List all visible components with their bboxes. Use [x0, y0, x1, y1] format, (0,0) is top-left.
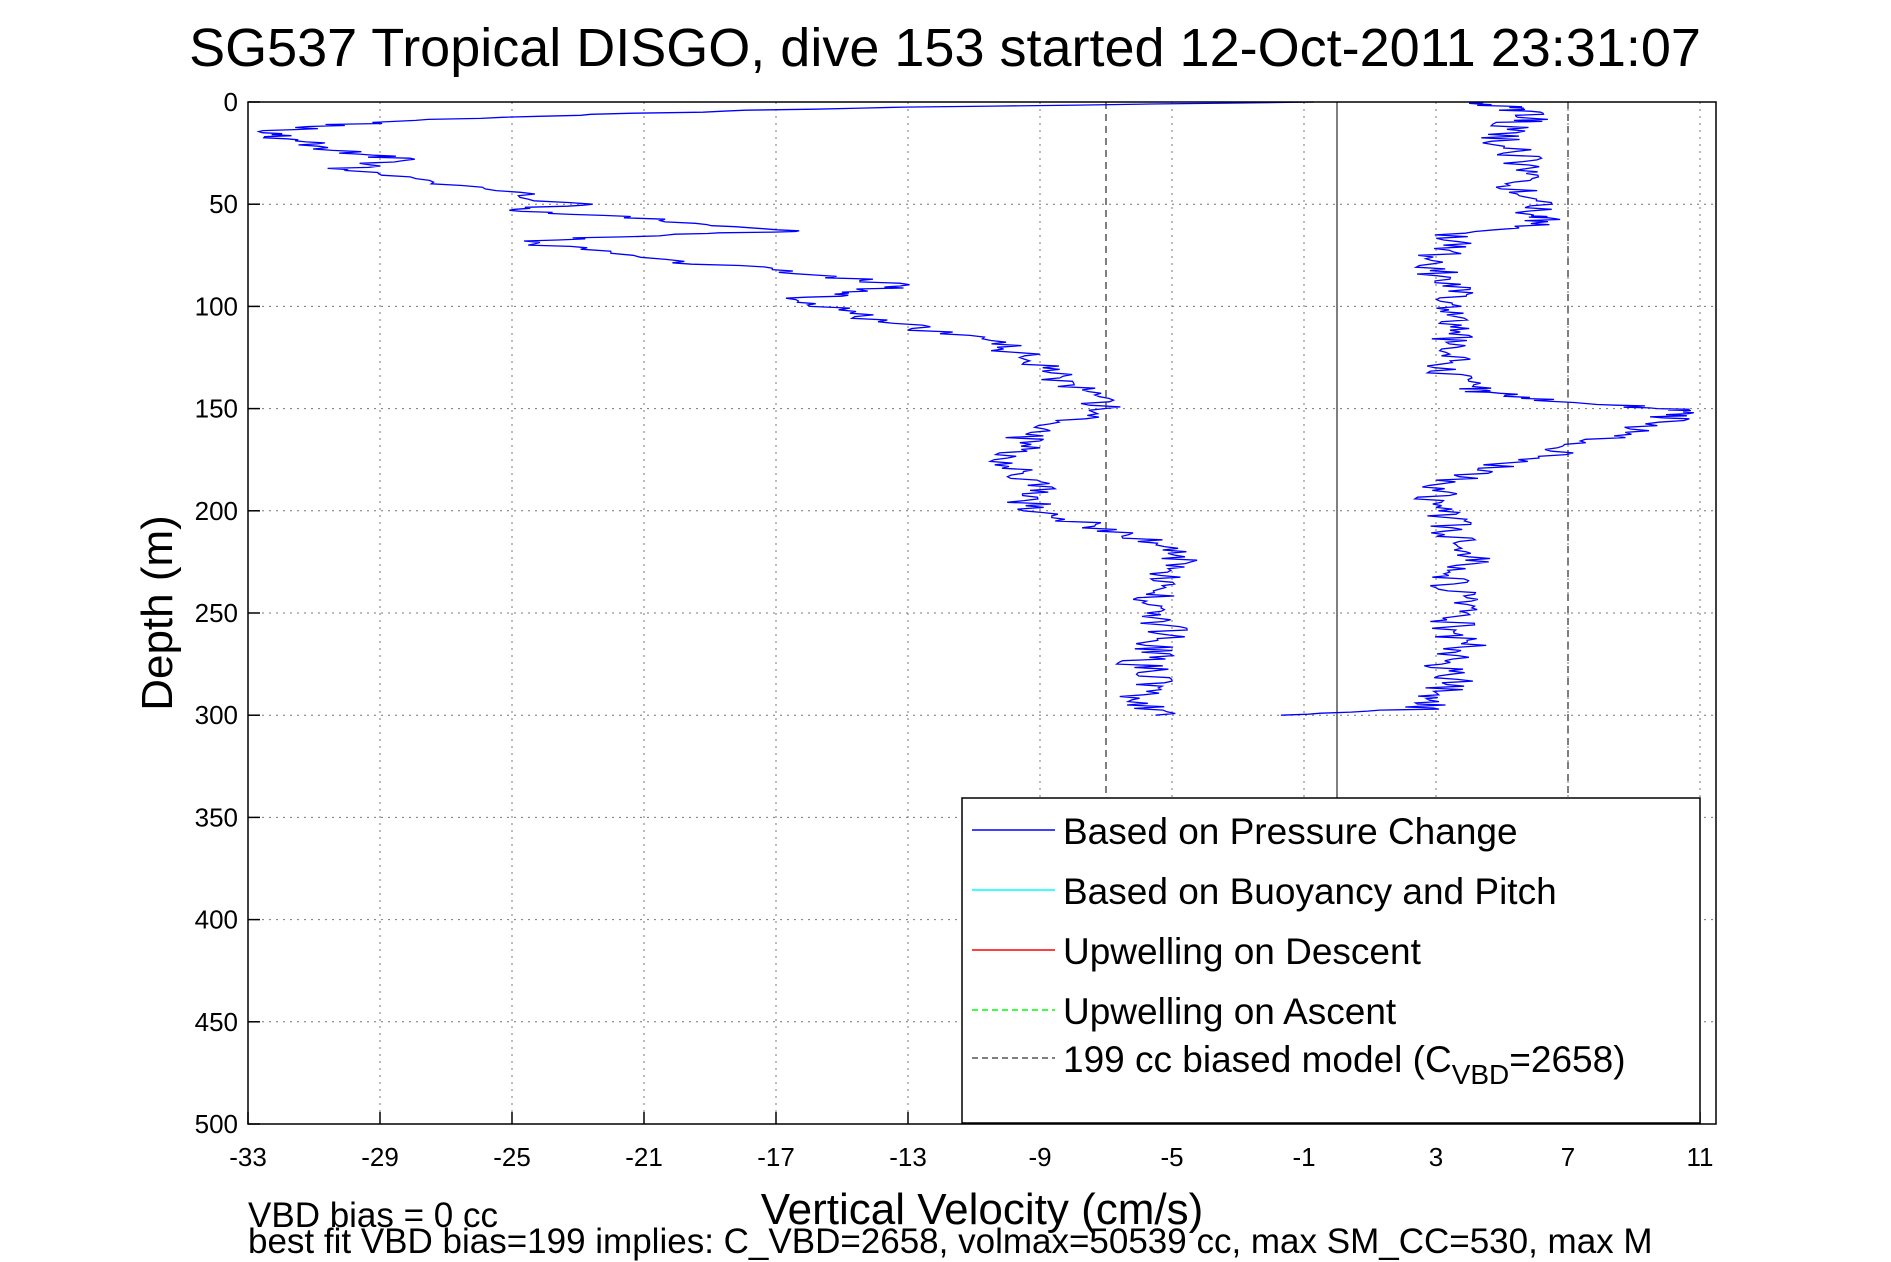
x-tick-label: -21 — [625, 1142, 663, 1172]
x-tick-label: 7 — [1561, 1142, 1575, 1172]
legend-label-text: Based on Pressure Change — [1063, 811, 1518, 852]
legend-label: Upwelling on Ascent — [1063, 991, 1397, 1032]
y-axis-label: Depth (m) — [133, 515, 182, 711]
chart-title: SG537 Tropical DISGO, dive 153 started 1… — [189, 18, 1701, 78]
legend-label-text: 199 cc biased model (C — [1063, 1039, 1452, 1080]
legend: Based on Pressure Change Based on Buoyanc… — [961, 797, 1701, 1124]
y-axis-ticks: 0 50 100 150 200 250 300 350 400 450 500 — [195, 87, 260, 1139]
x-tick-label: -17 — [757, 1142, 795, 1172]
x-tick-label: -13 — [889, 1142, 927, 1172]
y-tick-label: 50 — [209, 189, 238, 219]
x-tick-label: -25 — [493, 1142, 531, 1172]
x-tick-label: 11 — [1687, 1142, 1714, 1172]
y-tick-label: 300 — [195, 700, 238, 730]
y-tick-label: 150 — [195, 394, 238, 424]
legend-label-text: Based on Buoyancy and Pitch — [1063, 871, 1557, 912]
legend-label-tail: =2658) — [1509, 1039, 1625, 1080]
series-descent-line — [256, 101, 1314, 716]
legend-box — [961, 797, 1701, 1124]
legend-label: Based on Buoyancy and Pitch — [1063, 871, 1557, 912]
x-tick-label: -1 — [1292, 1142, 1315, 1172]
y-tick-label: 100 — [195, 291, 238, 321]
y-tick-label: 0 — [224, 87, 238, 117]
legend-label-text: Upwelling on Descent — [1063, 931, 1422, 972]
y-tick-label: 500 — [195, 1109, 238, 1139]
x-tick-label: -29 — [361, 1142, 399, 1172]
y-tick-label: 400 — [195, 905, 238, 935]
legend-label: Based on Pressure Change — [1063, 811, 1518, 852]
legend-label: Upwelling on Descent — [1063, 931, 1422, 972]
footer-vbd-bias: VBD bias = 0 cc — [248, 1196, 498, 1235]
footer-best-fit: best fit VBD bias=199 implies: C_VBD=265… — [248, 1222, 1653, 1261]
y-tick-label: 250 — [195, 598, 238, 628]
x-axis-ticks: -33 -29 -25 -21 -17 -13 -9 -5 -1 3 7 11 — [229, 1112, 1714, 1172]
series-layer — [256, 101, 1694, 716]
x-tick-label: -9 — [1028, 1142, 1051, 1172]
series-ascent-line — [1280, 101, 1694, 716]
y-tick-label: 200 — [195, 496, 238, 526]
y-tick-label: 350 — [195, 802, 238, 832]
legend-label-text: Upwelling on Ascent — [1063, 991, 1397, 1032]
y-tick-label: 450 — [195, 1007, 238, 1037]
x-tick-label: -5 — [1160, 1142, 1183, 1172]
x-tick-label: -33 — [229, 1142, 267, 1172]
x-tick-label: 3 — [1429, 1142, 1443, 1172]
legend-label-subscript: VBD — [1452, 1059, 1510, 1090]
legend-label: 199 cc biased model (CVBD=2658) — [1063, 1039, 1626, 1090]
x-axis-label: Vertical Velocity (cm/s) — [761, 1185, 1204, 1234]
